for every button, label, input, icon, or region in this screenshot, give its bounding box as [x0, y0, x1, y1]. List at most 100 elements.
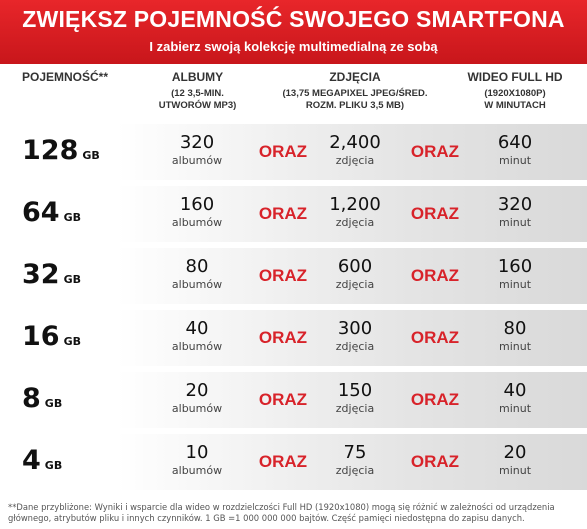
row-background: [0, 310, 587, 366]
column-header: WIDEO FULL HD (1920X1080P) W MINUTACH: [455, 70, 575, 112]
albums-value: 160: [179, 194, 215, 215]
albums-unit: albumów: [171, 464, 223, 477]
albums-cell: 80 albumów: [142, 256, 252, 291]
row-background: [0, 124, 587, 180]
photos-value: 1,200: [329, 194, 381, 215]
column-subtitle: (1920X1080P) W MINUTACH: [455, 88, 575, 112]
albums-cell: 320 albumów: [142, 132, 252, 167]
albums-unit: albumów: [171, 216, 223, 229]
video-unit: minut: [498, 340, 532, 353]
photos-value: 300: [337, 318, 373, 339]
video-unit: minut: [498, 216, 532, 229]
column-subtitle: (13,75 MEGAPIXEL JPEG/ŚRED. ROZM. PLIKU 3…: [280, 88, 430, 112]
capacity-value: 64: [22, 197, 60, 228]
footnote-line: **Dane przybliżone: Wyniki i wsparcie dl…: [8, 502, 555, 512]
title: ZWIĘKSZ POJEMNOŚĆ SWOJEGO SMARTFONA: [22, 6, 565, 32]
capacity: 128 GB: [22, 135, 100, 166]
video-value: 20: [503, 442, 527, 463]
albums-unit: albumów: [171, 278, 223, 291]
capacity-unit: GB: [44, 459, 63, 472]
oraz: ORAZ: [410, 328, 460, 347]
column-title: ZDJĘCIA: [329, 70, 381, 84]
column-subtitle-line: UTWORÓW MP3): [158, 100, 237, 111]
video-unit: minut: [498, 154, 532, 167]
capacity-unit: GB: [82, 149, 100, 162]
column-subtitle: (12 3,5-MIN. UTWORÓW MP3): [140, 88, 255, 112]
video-unit: minut: [498, 402, 532, 415]
albums-unit: albumów: [171, 402, 223, 415]
column-subtitle-line: (12 3,5-MIN.: [171, 88, 224, 99]
albums-value: 320: [179, 132, 215, 153]
video-unit: minut: [498, 464, 532, 477]
oraz: ORAZ: [258, 390, 308, 409]
oraz: ORAZ: [410, 266, 460, 285]
column-title: POJEMNOŚĆ**: [21, 70, 109, 84]
footnote-line: głównego, atrybutów pliku i innych czynn…: [8, 513, 525, 523]
capacity-value: 32: [22, 259, 60, 290]
photos-cell: 75 zdjęcia: [300, 442, 410, 477]
capacity-unit: GB: [63, 211, 81, 224]
capacity-unit: GB: [44, 397, 63, 410]
row-background: [0, 434, 587, 490]
capacity-value: 8: [22, 383, 41, 414]
photos-unit: zdjęcia: [335, 464, 375, 477]
photos-unit: zdjęcia: [335, 278, 375, 291]
oraz: ORAZ: [258, 142, 308, 161]
albums-cell: 20 albumów: [142, 380, 252, 415]
capacity: 32 GB: [22, 259, 81, 290]
photos-cell: 2,400 zdjęcia: [300, 132, 410, 167]
photos-unit: zdjęcia: [335, 216, 375, 229]
row-background: [0, 186, 587, 242]
header-band: [0, 0, 587, 64]
albums-cell: 160 albumów: [142, 194, 252, 229]
capacity-value: 16: [22, 321, 60, 352]
video-value: 160: [497, 256, 533, 277]
photos-unit: zdjęcia: [335, 154, 375, 167]
video-cell: 160 minut: [460, 256, 570, 291]
column-header: ZDJĘCIA (13,75 MEGAPIXEL JPEG/ŚRED. ROZM. …: [280, 70, 430, 112]
column-subtitle-line: (13,75 MEGAPIXEL JPEG/ŚRED.: [282, 88, 428, 99]
capacity: 16 GB: [22, 321, 81, 352]
column-subtitle-line: ROZM. PLIKU 3,5 MB): [305, 100, 405, 111]
albums-value: 40: [185, 318, 209, 339]
albums-value: 80: [185, 256, 209, 277]
photos-value: 75: [343, 442, 367, 463]
photos-cell: 300 zdjęcia: [300, 318, 410, 353]
video-value: 80: [503, 318, 527, 339]
oraz: ORAZ: [410, 390, 460, 409]
capacity: 64 GB: [22, 197, 81, 228]
video-value: 640: [497, 132, 533, 153]
photos-cell: 150 zdjęcia: [300, 380, 410, 415]
video-cell: 20 minut: [460, 442, 570, 477]
oraz: ORAZ: [258, 328, 308, 347]
capacity-value: 128: [22, 135, 79, 166]
video-value: 40: [503, 380, 527, 401]
capacity: 4 GB: [22, 445, 62, 476]
capacity-unit: GB: [63, 335, 81, 348]
video-value: 320: [497, 194, 533, 215]
photos-value: 2,400: [329, 132, 381, 153]
video-cell: 80 minut: [460, 318, 570, 353]
photos-unit: zdjęcia: [335, 402, 375, 415]
column-title: WIDEO FULL HD: [467, 70, 563, 84]
albums-cell: 10 albumów: [142, 442, 252, 477]
albums-unit: albumów: [171, 340, 223, 353]
photos-unit: zdjęcia: [335, 340, 375, 353]
video-unit: minut: [498, 278, 532, 291]
oraz: ORAZ: [258, 452, 308, 471]
oraz: ORAZ: [410, 204, 460, 223]
column-subtitle-line: (1920X1080P): [484, 88, 546, 99]
column-header: ALBUMY (12 3,5-MIN. UTWORÓW MP3): [140, 70, 255, 112]
footnote: **Dane przybliżone: Wyniki i wsparcie dl…: [8, 502, 583, 524]
photos-cell: 600 zdjęcia: [300, 256, 410, 291]
video-cell: 40 minut: [460, 380, 570, 415]
video-cell: 640 minut: [460, 132, 570, 167]
photos-value: 150: [337, 380, 373, 401]
capacity: 8 GB: [22, 383, 62, 414]
video-cell: 320 minut: [460, 194, 570, 229]
column-header: POJEMNOŚĆ**: [10, 70, 120, 84]
row-background: [0, 372, 587, 428]
row-background: [0, 248, 587, 304]
oraz: ORAZ: [410, 452, 460, 471]
